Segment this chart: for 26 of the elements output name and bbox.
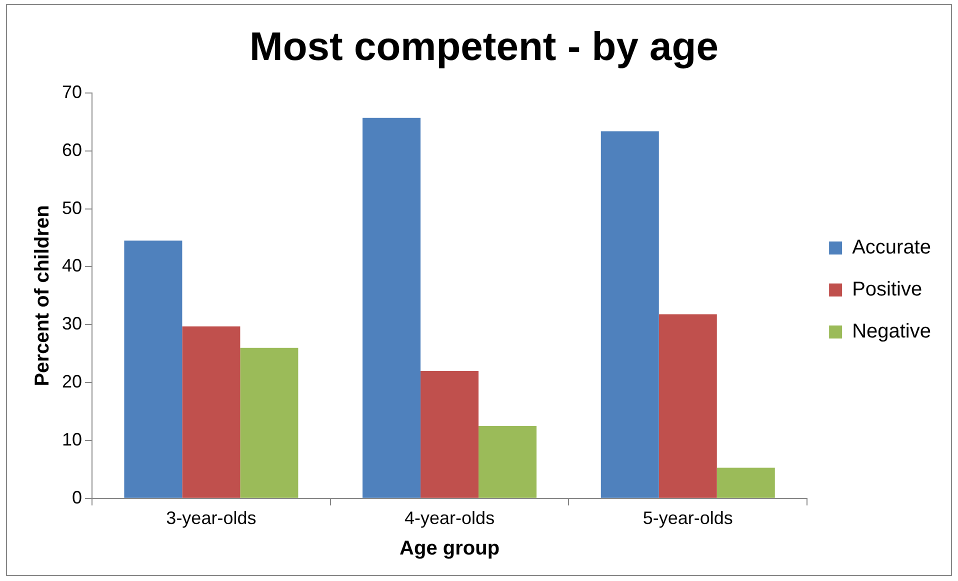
bar (182, 326, 240, 498)
y-tick-label: 0 (72, 487, 82, 508)
bar (362, 118, 421, 498)
bar (658, 314, 717, 498)
bar (716, 468, 775, 498)
x-tick-label: 4-year-olds (404, 508, 495, 528)
x-tick-label: 3-year-olds (166, 508, 256, 528)
y-tick-label: 60 (62, 140, 82, 160)
y-tick-label: 70 (62, 82, 82, 102)
bar (240, 348, 298, 498)
y-tick-label: 20 (62, 372, 82, 392)
legend-label: Positive (852, 278, 922, 301)
y-tick-label: 50 (62, 198, 82, 218)
legend-label: Accurate (852, 236, 931, 259)
x-tick-label: 5-year-olds (642, 508, 733, 528)
bar (478, 426, 537, 498)
y-axis-title: Percent of children (32, 205, 54, 386)
bar (124, 240, 182, 498)
chart-title: Most competent - by age (250, 25, 718, 70)
y-tick-label: 10 (62, 429, 82, 450)
bar (600, 131, 659, 498)
bar (420, 370, 479, 498)
y-tick-label: 40 (62, 256, 82, 276)
x-axis-title: Age group (400, 538, 500, 560)
y-tick-label: 30 (62, 314, 82, 334)
legend-label: Negative (852, 320, 931, 343)
